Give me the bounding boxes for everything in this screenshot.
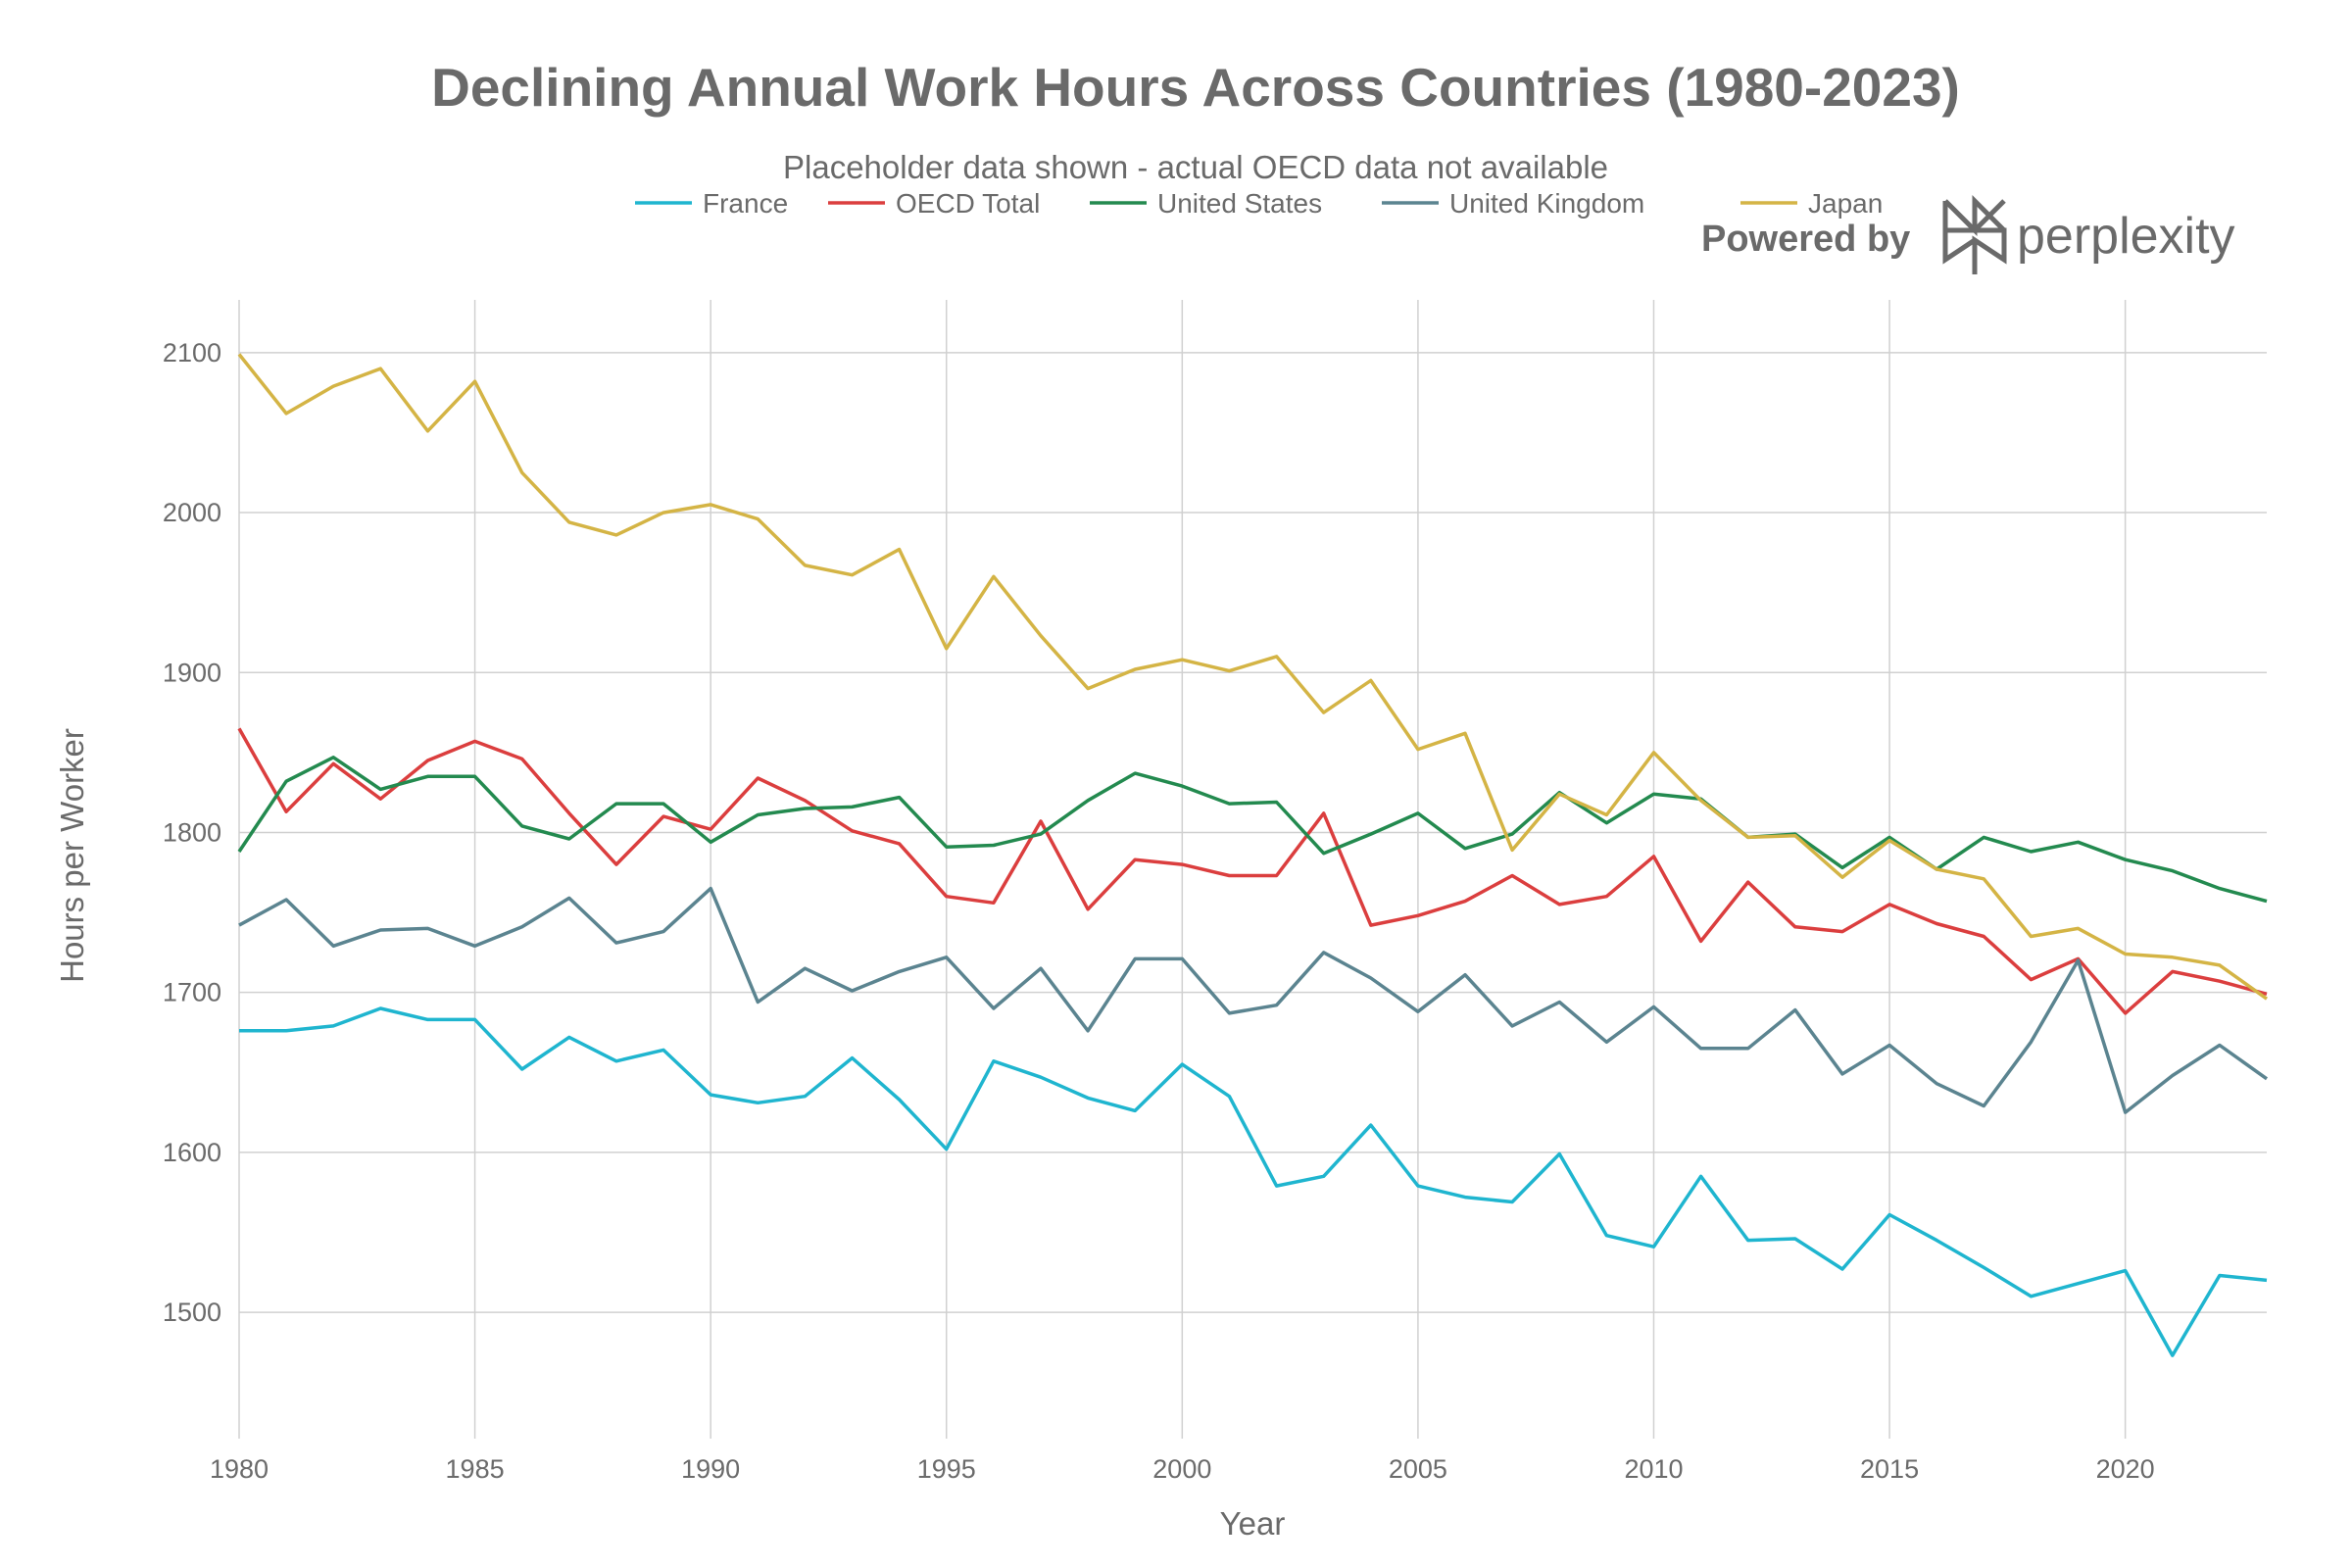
legend-label: Japan	[1808, 188, 1883, 219]
legend-item-oecd-total[interactable]: OECD Total	[828, 188, 1040, 219]
watermark-brand: perplexity	[2017, 208, 2235, 265]
y-tick-label: 1700	[163, 978, 221, 1007]
series-line-japan	[237, 353, 2269, 1001]
perplexity-watermark: Powered by perplexity	[1701, 194, 2235, 274]
x-tick-label: 1990	[681, 1454, 740, 1484]
legend-label: United Kingdom	[1449, 188, 1644, 219]
x-tick-label: 2010	[1624, 1454, 1683, 1484]
legend-item-united-states[interactable]: United States	[1090, 188, 1322, 219]
legend-item-united-kingdom[interactable]: United Kingdom	[1382, 188, 1644, 219]
chart-title: Declining Annual Work Hours Across Count…	[431, 57, 1960, 118]
legend: France OECD Total United States United King…	[635, 188, 1883, 219]
y-tick-label: 1600	[163, 1138, 221, 1167]
perplexity-logo-icon	[1942, 194, 2007, 274]
legend-label: OECD Total	[896, 188, 1040, 219]
x-tick-label: 2020	[2096, 1454, 2155, 1484]
series-line-oecd-total	[237, 727, 2268, 1015]
x-tick-label: 2000	[1152, 1454, 1211, 1484]
y-tick-label: 1800	[163, 817, 221, 847]
y-tick-label: 2100	[163, 338, 221, 368]
y-tick-label: 2000	[163, 498, 221, 527]
legend-item-france[interactable]: France	[635, 188, 788, 219]
legend-label: United States	[1157, 188, 1322, 219]
series-line-united-kingdom	[238, 886, 2269, 1114]
series-line-united-states	[237, 756, 2268, 904]
x-axis-title: Year	[1220, 1505, 1286, 1542]
x-tick-label: 1980	[210, 1454, 269, 1484]
y-tick-label: 1500	[163, 1298, 221, 1327]
y-tick-label: 1900	[163, 658, 221, 687]
watermark-prefix: Powered by	[1701, 219, 1910, 260]
x-tick-label: 2015	[1860, 1454, 1919, 1484]
chart-subtitle: Placeholder data shown - actual OECD dat…	[783, 149, 1608, 185]
y-axis-title: Hours per Worker	[54, 728, 90, 983]
x-tick-label: 1985	[446, 1454, 505, 1484]
x-tick-label: 2005	[1389, 1454, 1447, 1484]
legend-label: France	[703, 188, 788, 219]
x-tick-label: 1995	[917, 1454, 976, 1484]
legend-item-japan[interactable]: Japan	[1740, 188, 1883, 219]
series-line-france	[239, 1006, 2268, 1357]
